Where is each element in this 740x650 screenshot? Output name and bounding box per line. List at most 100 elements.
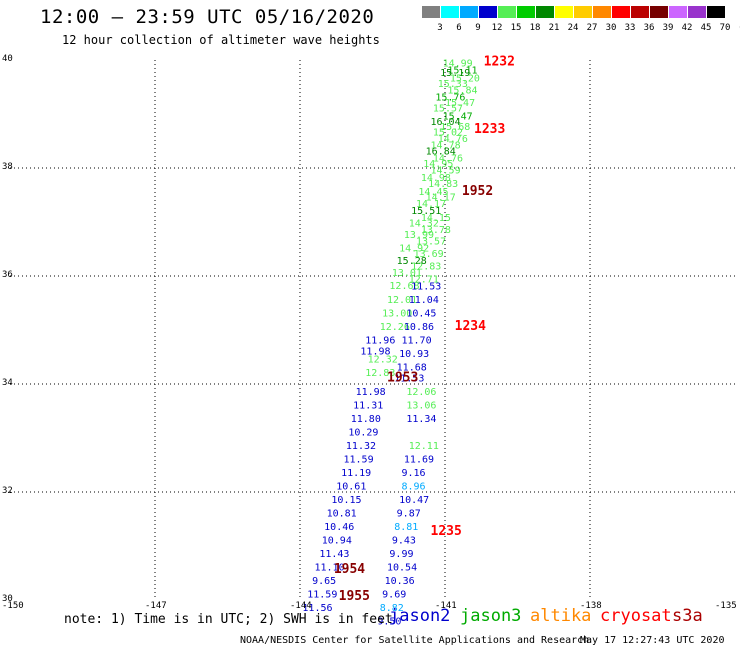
scale-swatch-3 [422, 6, 440, 18]
legend-altika: altika [530, 606, 592, 626]
lon-label-5: -135 [715, 601, 737, 611]
swh-value: 13.99 [404, 230, 434, 241]
pass-time-label: 1955 [339, 589, 370, 604]
legend-jason3: jason3 [460, 606, 522, 626]
scale-label-36: 36 [643, 23, 655, 33]
swh-value: 8.82 [380, 603, 404, 614]
scale-swatch-39 [650, 6, 668, 18]
swh-value: 12.01 [387, 295, 417, 306]
swh-value: 11.43 [319, 549, 349, 560]
lon-label-4: -138 [580, 601, 602, 611]
scale-label-45: 45 [700, 23, 712, 33]
swh-value: 12.32 [368, 354, 398, 365]
swh-value: 11.32 [346, 441, 376, 452]
swh-value: 13.06 [406, 400, 436, 411]
page-title: 12:00 – 23:59 UTC 05/16/2020 [40, 6, 375, 28]
scale-label-70: 70 [719, 23, 731, 33]
swh-value: 15.76 [435, 93, 465, 104]
lat-label-5: 30 [2, 594, 13, 604]
scale-swatch-6 [441, 6, 459, 18]
scale-swatch-36 [631, 6, 649, 18]
swh-value: 15.02 [433, 128, 463, 139]
page-subtitle: 12 hour collection of altimeter wave hei… [62, 33, 380, 47]
scale-swatch-18 [517, 6, 535, 18]
time-labels: 1232 1233 1952 1234 1953 1235 1954 1955 [334, 54, 515, 604]
swh-value: 14.17 [416, 199, 446, 210]
scale-swatch-12 [479, 6, 497, 18]
swh-value: 10.86 [404, 322, 434, 333]
swh-value: 14.99 [443, 58, 473, 69]
swh-value: 12.26 [380, 322, 410, 333]
swh-value: 9.16 [402, 468, 426, 479]
scale-swatch-45 [688, 6, 706, 18]
swh-value: 8.96 [402, 481, 426, 492]
swh-value: 15.68 [440, 122, 470, 133]
swh-value: 11.53 [411, 282, 441, 293]
lat-label-3: 34 [2, 378, 13, 388]
pass-time-label: 1953 [387, 370, 418, 385]
swh-value: 15.19 [440, 68, 470, 79]
swh-value: 15.47 [445, 98, 475, 109]
swh-value: 9.69 [382, 589, 406, 600]
swh-value: 15.57 [433, 103, 463, 114]
lon-label-1: -147 [145, 601, 167, 611]
swh-value: 13.69 [414, 249, 444, 260]
scale-label-6: 6 [456, 23, 462, 33]
swh-value: 12.68 [389, 281, 419, 292]
swh-value: 14.76 [438, 134, 468, 145]
lon-label-0: -150 [2, 601, 24, 611]
legend-s3a: s3a [672, 606, 703, 626]
scale-label-24: 24 [567, 23, 579, 33]
swh-value: 11.04 [409, 295, 439, 306]
swh-value: 15.33 [438, 79, 468, 90]
swh-value: 10.94 [322, 535, 352, 546]
swh-value: 14.45 [418, 187, 448, 198]
scale-swatch-70 [707, 6, 725, 18]
swh-tracks: 14.9915.1115.1915.2015.3315.8415.7615.47… [302, 58, 480, 627]
swh-value: 11.10 [315, 562, 345, 573]
swh-value: 14.76 [433, 154, 463, 165]
swh-value: 11.59 [307, 589, 337, 600]
swh-value: 13.78 [421, 225, 451, 236]
pass-time-label: 1232 [484, 54, 515, 69]
scale-label-12: 12 [491, 23, 503, 33]
swh-value: 14.98 [421, 173, 451, 184]
scale-swatch-33 [612, 6, 630, 18]
legend-jason2: jason2 [389, 606, 451, 626]
swh-value: 9.65 [312, 576, 336, 587]
lat-lon-grid [10, 60, 735, 600]
lat-label-2: 36 [2, 270, 13, 280]
scale-label-39: 39 [662, 23, 674, 33]
swh-value: 15.51 [411, 206, 441, 217]
scale-unit: (ft) [738, 23, 740, 33]
swh-value: 12.06 [406, 387, 436, 398]
swh-value: 10.46 [324, 522, 354, 533]
swh-value: 10.61 [336, 481, 366, 492]
swh-value: 10.15 [331, 495, 361, 506]
scale-swatch-42 [669, 6, 687, 18]
swh-value: 16.04 [431, 117, 461, 128]
swh-value: 11.56 [302, 603, 332, 614]
swh-value: 14.92 [399, 244, 429, 255]
swh-value: 15.84 [447, 85, 477, 96]
swh-value: 9.99 [389, 549, 413, 560]
scale-swatch-24 [555, 6, 573, 18]
swh-value: 12.11 [409, 441, 439, 452]
swh-value: 10.45 [406, 309, 436, 320]
scale-swatch-27 [574, 6, 592, 18]
swh-value: 11.96 [365, 336, 395, 347]
lat-label-1: 38 [2, 162, 13, 172]
swh-value: 8.81 [394, 522, 418, 533]
scale-label-27: 27 [586, 23, 598, 33]
swh-value: 9.50 [377, 616, 401, 627]
scale-swatch-21 [536, 6, 554, 18]
swh-value: 14.95 [423, 159, 453, 170]
scale-label-18: 18 [529, 23, 541, 33]
lat-label-4: 32 [2, 486, 13, 496]
swh-value: 11.31 [353, 400, 383, 411]
swh-value: 15.11 [447, 66, 477, 77]
swh-value: 11.80 [351, 414, 381, 425]
pass-time-label: 1952 [462, 184, 493, 199]
swh-value: 11.98 [360, 346, 390, 357]
lon-label-3: -141 [435, 601, 457, 611]
